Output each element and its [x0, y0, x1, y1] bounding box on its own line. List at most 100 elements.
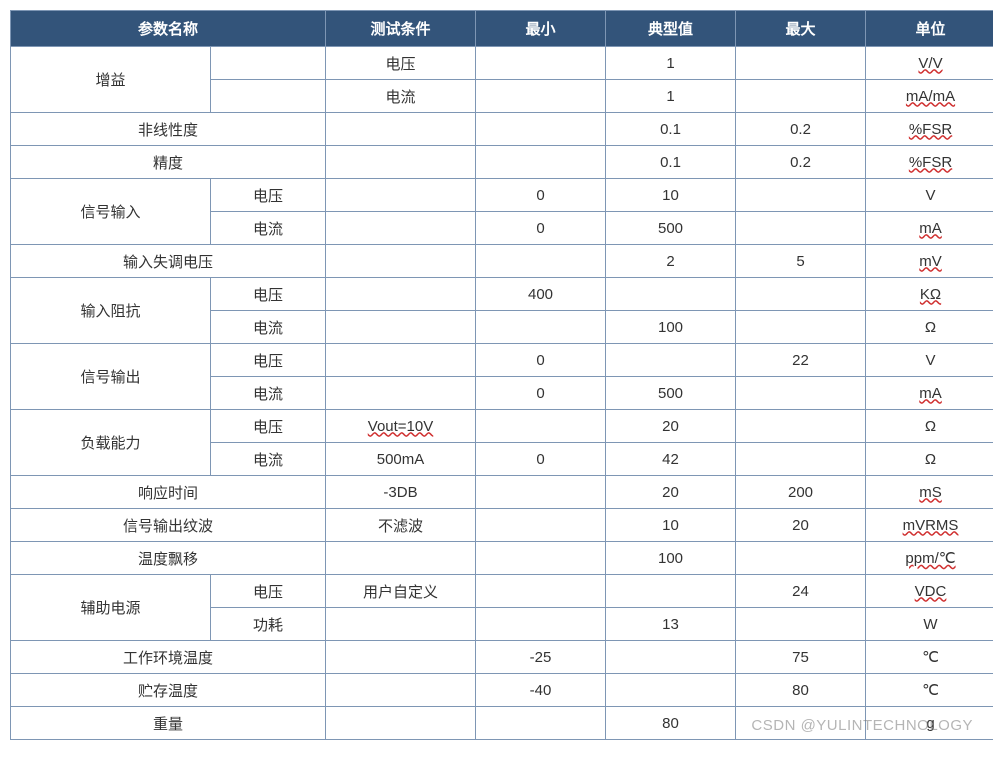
- cell-unit: V: [866, 344, 993, 377]
- table-row: 重量80g: [11, 707, 993, 740]
- table-row: 辅助电源电压用户自定义24VDC: [11, 575, 993, 608]
- cell-unit: Ω: [866, 410, 993, 443]
- cell-typ: 80: [606, 707, 736, 740]
- table-row: 温度飘移100ppm/℃: [11, 542, 993, 575]
- cell-typ: [606, 344, 736, 377]
- cell-typ: 0.1: [606, 113, 736, 146]
- cell-unit: KΩ: [866, 278, 993, 311]
- cell-max: [736, 179, 866, 212]
- cell-unit: mA: [866, 212, 993, 245]
- table-row: 非线性度0.10.2%FSR: [11, 113, 993, 146]
- cell-max: 22: [736, 344, 866, 377]
- cell-max: [736, 707, 866, 740]
- col-unit: 单位: [866, 11, 993, 47]
- cell-cond: [326, 707, 476, 740]
- cell-max: [736, 278, 866, 311]
- cell-min: 0: [476, 344, 606, 377]
- cell-typ: 20: [606, 476, 736, 509]
- cell-max: [736, 443, 866, 476]
- col-cond: 测试条件: [326, 11, 476, 47]
- cell-min: [476, 542, 606, 575]
- cell-param: 贮存温度: [11, 674, 326, 707]
- cell-typ: [606, 674, 736, 707]
- cell-cond: [326, 311, 476, 344]
- cell-cond: [326, 113, 476, 146]
- cell-cond: -3DB: [326, 476, 476, 509]
- cell-param: 工作环境温度: [11, 641, 326, 674]
- cell-min: [476, 311, 606, 344]
- table-row: 信号输入电压010V: [11, 179, 993, 212]
- cell-cond: 电压: [326, 47, 476, 80]
- cell-cond: Vout=10V: [326, 410, 476, 443]
- cell-sub: 电压: [211, 410, 326, 443]
- cell-cond: [326, 674, 476, 707]
- cell-cond: [326, 245, 476, 278]
- cell-typ: 1: [606, 47, 736, 80]
- cell-typ: [606, 278, 736, 311]
- cell-typ: 42: [606, 443, 736, 476]
- cell-sub: 电压: [211, 179, 326, 212]
- cell-param: 辅助电源: [11, 575, 211, 641]
- cell-param: 增益: [11, 47, 211, 113]
- cell-cond: 不滤波: [326, 509, 476, 542]
- cell-min: -40: [476, 674, 606, 707]
- cell-max: 80: [736, 674, 866, 707]
- cell-cond: [326, 344, 476, 377]
- cell-param: 信号输入: [11, 179, 211, 245]
- cell-typ: [606, 641, 736, 674]
- cell-min: 0: [476, 377, 606, 410]
- cell-param: 输入阻抗: [11, 278, 211, 344]
- cell-unit: %FSR: [866, 146, 993, 179]
- cell-cond: [326, 179, 476, 212]
- header-row: 参数名称 测试条件 最小 典型值 最大 单位: [11, 11, 993, 47]
- cell-param: 响应时间: [11, 476, 326, 509]
- cell-typ: 13: [606, 608, 736, 641]
- cell-unit: ppm/℃: [866, 542, 993, 575]
- table-row: 工作环境温度-2575℃: [11, 641, 993, 674]
- spec-table: 参数名称 测试条件 最小 典型值 最大 单位 增益电压1V/V电流1mA/mA非…: [10, 10, 993, 740]
- cell-unit: V/V: [866, 47, 993, 80]
- cell-unit: V: [866, 179, 993, 212]
- cell-unit: %FSR: [866, 113, 993, 146]
- cell-min: 400: [476, 278, 606, 311]
- cell-param: 非线性度: [11, 113, 326, 146]
- cell-param: 信号输出纹波: [11, 509, 326, 542]
- cell-cond: [326, 278, 476, 311]
- table-row: 信号输出电压022V: [11, 344, 993, 377]
- table-row: 贮存温度-4080℃: [11, 674, 993, 707]
- cell-sub: 电流: [211, 377, 326, 410]
- cell-param: 重量: [11, 707, 326, 740]
- cell-typ: 500: [606, 212, 736, 245]
- cell-max: 20: [736, 509, 866, 542]
- table-row: 精度0.10.2%FSR: [11, 146, 993, 179]
- table-row: 负载能力电压Vout=10V20Ω: [11, 410, 993, 443]
- cell-unit: Ω: [866, 311, 993, 344]
- cell-min: 0: [476, 443, 606, 476]
- cell-max: 5: [736, 245, 866, 278]
- cell-sub: [211, 80, 326, 113]
- cell-typ: 100: [606, 311, 736, 344]
- cell-unit: Ω: [866, 443, 993, 476]
- cell-min: [476, 47, 606, 80]
- cell-cond: 用户自定义: [326, 575, 476, 608]
- cell-min: [476, 509, 606, 542]
- cell-min: [476, 707, 606, 740]
- table-row: 响应时间-3DB20200mS: [11, 476, 993, 509]
- cell-cond: [326, 146, 476, 179]
- cell-param: 输入失调电压: [11, 245, 326, 278]
- cell-max: 75: [736, 641, 866, 674]
- cell-max: 200: [736, 476, 866, 509]
- cell-max: [736, 212, 866, 245]
- cell-typ: 20: [606, 410, 736, 443]
- cell-min: -25: [476, 641, 606, 674]
- cell-sub: 电压: [211, 278, 326, 311]
- cell-max: [736, 542, 866, 575]
- cell-typ: 100: [606, 542, 736, 575]
- cell-unit: mA: [866, 377, 993, 410]
- cell-min: [476, 410, 606, 443]
- table-row: 输入阻抗电压400KΩ: [11, 278, 993, 311]
- cell-min: [476, 476, 606, 509]
- cell-min: 0: [476, 179, 606, 212]
- cell-param: 信号输出: [11, 344, 211, 410]
- cell-max: [736, 311, 866, 344]
